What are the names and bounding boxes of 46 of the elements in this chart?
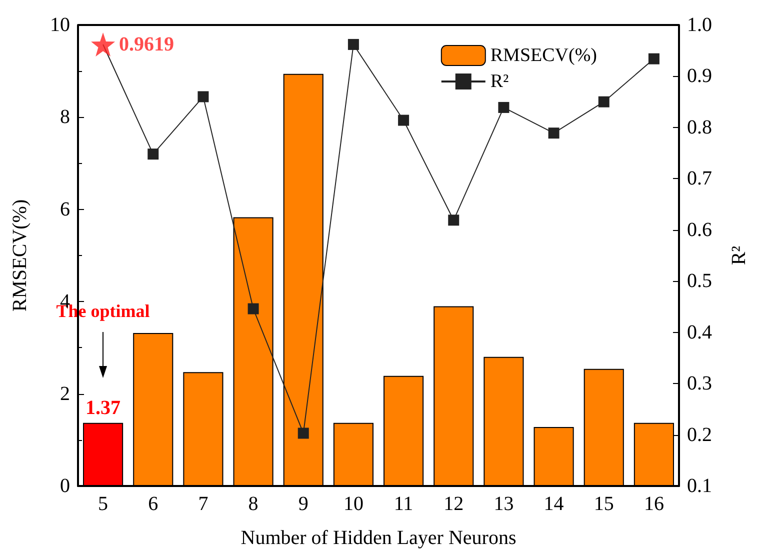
legend-label: R²	[490, 71, 510, 92]
y2-tick-label: 0.8	[687, 116, 712, 138]
y-axis-title: RMSECV(%)	[9, 199, 31, 312]
point	[648, 53, 660, 64]
point	[448, 214, 460, 226]
x-tick-label: 12	[444, 493, 464, 515]
point	[398, 114, 410, 126]
point	[198, 91, 209, 102]
point	[348, 38, 359, 50]
x-tick-label: 15	[594, 493, 614, 515]
x-tick-label: 8	[248, 493, 258, 515]
y-tick-label: 2	[60, 382, 70, 405]
point	[598, 96, 610, 108]
x-tick-label: 5	[98, 493, 108, 515]
y2-tick-label: 0.6	[687, 218, 712, 241]
x-tick-label: 6	[148, 493, 158, 515]
point	[298, 428, 309, 439]
y-tick-label: 8	[60, 106, 70, 128]
y2-tick-label: 0.1	[687, 475, 712, 497]
point	[148, 148, 159, 160]
x-tick-label: 10	[343, 493, 364, 515]
y2-tick-label: 0.5	[687, 270, 712, 292]
x-tick-label: 11	[394, 493, 414, 515]
x-tick-label: 7	[198, 493, 208, 515]
y-tick-label: 6	[60, 198, 70, 220]
y2-tick-label: 0.4	[687, 321, 712, 344]
y2-tick-label: 1.0	[687, 14, 712, 36]
y2-tick-label: 0.3	[687, 372, 712, 395]
point	[498, 102, 510, 113]
y2-tick-label: 0.9	[687, 65, 712, 88]
x-tick-label: 14	[544, 493, 564, 515]
y-tick-label: 0	[60, 475, 70, 497]
data-label: 1.37	[86, 396, 121, 419]
legend-label: RMSECV(%)	[490, 45, 598, 66]
x-tick-label: 16	[644, 493, 664, 515]
y2-axis-title: R²	[728, 246, 750, 266]
x-tick-label: 13	[494, 493, 514, 515]
point	[248, 303, 259, 314]
y2-tick-label: 0.2	[687, 424, 712, 446]
y2-tick-label: 0.7	[687, 168, 712, 190]
x-tick-label: 9	[298, 493, 308, 515]
x-axis-title: Number of Hidden Layer Neurons	[240, 527, 516, 549]
point	[548, 128, 560, 139]
y-tick-label: 10	[50, 14, 70, 36]
point	[91, 32, 116, 57]
data-label: 0.9619	[119, 34, 174, 56]
